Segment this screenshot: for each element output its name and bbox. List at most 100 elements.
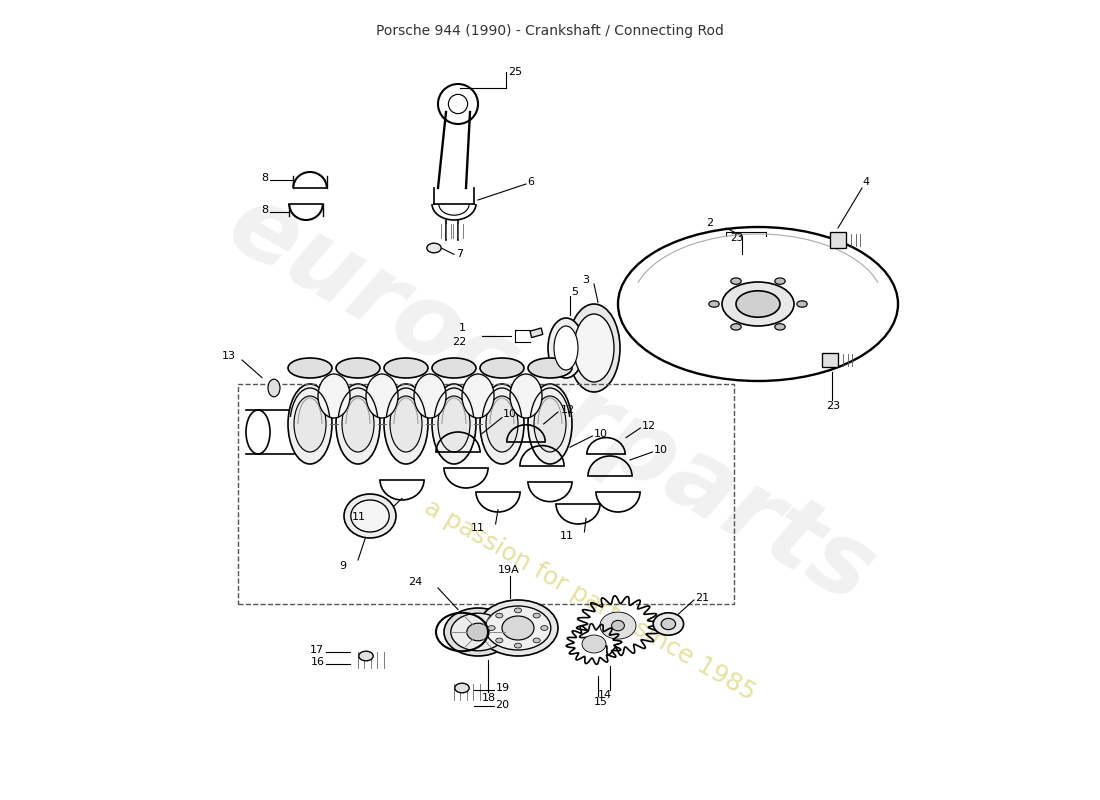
Text: 10: 10: [503, 410, 517, 419]
Ellipse shape: [612, 621, 625, 630]
Ellipse shape: [414, 374, 446, 418]
Text: 19: 19: [496, 683, 509, 693]
Text: 9: 9: [339, 561, 346, 570]
Ellipse shape: [432, 384, 476, 464]
Text: 12: 12: [560, 405, 574, 414]
Ellipse shape: [708, 301, 719, 307]
Ellipse shape: [288, 358, 332, 378]
Text: 18: 18: [482, 693, 496, 702]
Ellipse shape: [480, 384, 524, 464]
Text: 8: 8: [262, 174, 268, 183]
Ellipse shape: [574, 314, 614, 382]
Ellipse shape: [466, 623, 490, 641]
Ellipse shape: [480, 358, 524, 378]
Ellipse shape: [722, 282, 794, 326]
Text: 10: 10: [594, 429, 608, 438]
Text: 2: 2: [706, 218, 713, 228]
Ellipse shape: [384, 358, 428, 378]
Text: Porsche 944 (1990) - Crankshaft / Connecting Rod: Porsche 944 (1990) - Crankshaft / Connec…: [376, 24, 724, 38]
Ellipse shape: [515, 608, 521, 613]
Ellipse shape: [462, 374, 494, 418]
Ellipse shape: [342, 396, 374, 452]
Text: 25: 25: [508, 67, 522, 77]
Text: 14: 14: [598, 690, 612, 700]
Text: 5: 5: [572, 287, 579, 297]
Ellipse shape: [661, 618, 675, 630]
Ellipse shape: [478, 600, 558, 656]
Text: 24: 24: [408, 578, 422, 587]
Ellipse shape: [534, 613, 540, 618]
Ellipse shape: [502, 616, 534, 640]
Text: 10: 10: [654, 445, 668, 454]
Text: 8: 8: [262, 206, 268, 215]
Ellipse shape: [344, 494, 396, 538]
Ellipse shape: [336, 384, 380, 464]
Ellipse shape: [432, 358, 476, 378]
Ellipse shape: [510, 374, 542, 418]
Text: 3: 3: [582, 275, 588, 285]
Ellipse shape: [366, 374, 398, 418]
Text: 19A: 19A: [498, 566, 519, 575]
Polygon shape: [530, 328, 542, 338]
Ellipse shape: [534, 638, 540, 643]
Ellipse shape: [438, 396, 470, 452]
Ellipse shape: [318, 374, 350, 418]
Ellipse shape: [582, 635, 606, 653]
Text: 23: 23: [826, 402, 840, 411]
Ellipse shape: [390, 396, 422, 452]
Text: 11: 11: [471, 523, 485, 533]
Text: eurocarparts: eurocarparts: [210, 176, 890, 624]
Text: 13: 13: [222, 351, 236, 361]
Ellipse shape: [485, 606, 551, 650]
Ellipse shape: [736, 290, 780, 317]
Ellipse shape: [496, 613, 503, 618]
Text: 17: 17: [310, 646, 324, 655]
Ellipse shape: [294, 396, 326, 452]
Text: 11: 11: [352, 512, 366, 522]
Ellipse shape: [496, 638, 503, 643]
Ellipse shape: [268, 379, 280, 397]
Ellipse shape: [336, 358, 380, 378]
Ellipse shape: [548, 318, 584, 378]
Ellipse shape: [451, 613, 505, 651]
Ellipse shape: [444, 608, 512, 656]
Ellipse shape: [351, 500, 389, 532]
Bar: [238, 384, 734, 604]
Text: 1: 1: [459, 323, 466, 333]
Text: a passion for parts since 1985: a passion for parts since 1985: [420, 495, 760, 705]
Text: 11: 11: [560, 531, 574, 541]
Ellipse shape: [488, 626, 495, 630]
Text: 15: 15: [594, 698, 608, 707]
Polygon shape: [822, 353, 838, 367]
Ellipse shape: [515, 643, 521, 648]
Text: 22: 22: [452, 337, 466, 346]
Ellipse shape: [730, 278, 741, 284]
Ellipse shape: [796, 301, 807, 307]
Text: 20: 20: [496, 700, 509, 710]
Ellipse shape: [554, 326, 578, 370]
Ellipse shape: [774, 324, 785, 330]
Ellipse shape: [427, 243, 441, 253]
Ellipse shape: [541, 626, 548, 630]
Ellipse shape: [528, 384, 572, 464]
Ellipse shape: [653, 613, 683, 635]
Ellipse shape: [384, 384, 428, 464]
Ellipse shape: [600, 612, 636, 639]
Ellipse shape: [486, 396, 518, 452]
Ellipse shape: [534, 396, 566, 452]
Text: 6: 6: [528, 178, 535, 187]
Ellipse shape: [774, 278, 785, 284]
Ellipse shape: [359, 651, 373, 661]
Text: 21: 21: [695, 593, 710, 602]
Text: 23: 23: [730, 234, 744, 243]
Text: 7: 7: [455, 250, 463, 259]
Text: 16: 16: [310, 658, 324, 667]
Ellipse shape: [288, 384, 332, 464]
Polygon shape: [830, 232, 846, 248]
Text: 4: 4: [862, 178, 869, 187]
Ellipse shape: [528, 358, 572, 378]
Ellipse shape: [454, 683, 470, 693]
Ellipse shape: [730, 324, 741, 330]
Ellipse shape: [568, 304, 620, 392]
Text: 12: 12: [642, 421, 656, 430]
